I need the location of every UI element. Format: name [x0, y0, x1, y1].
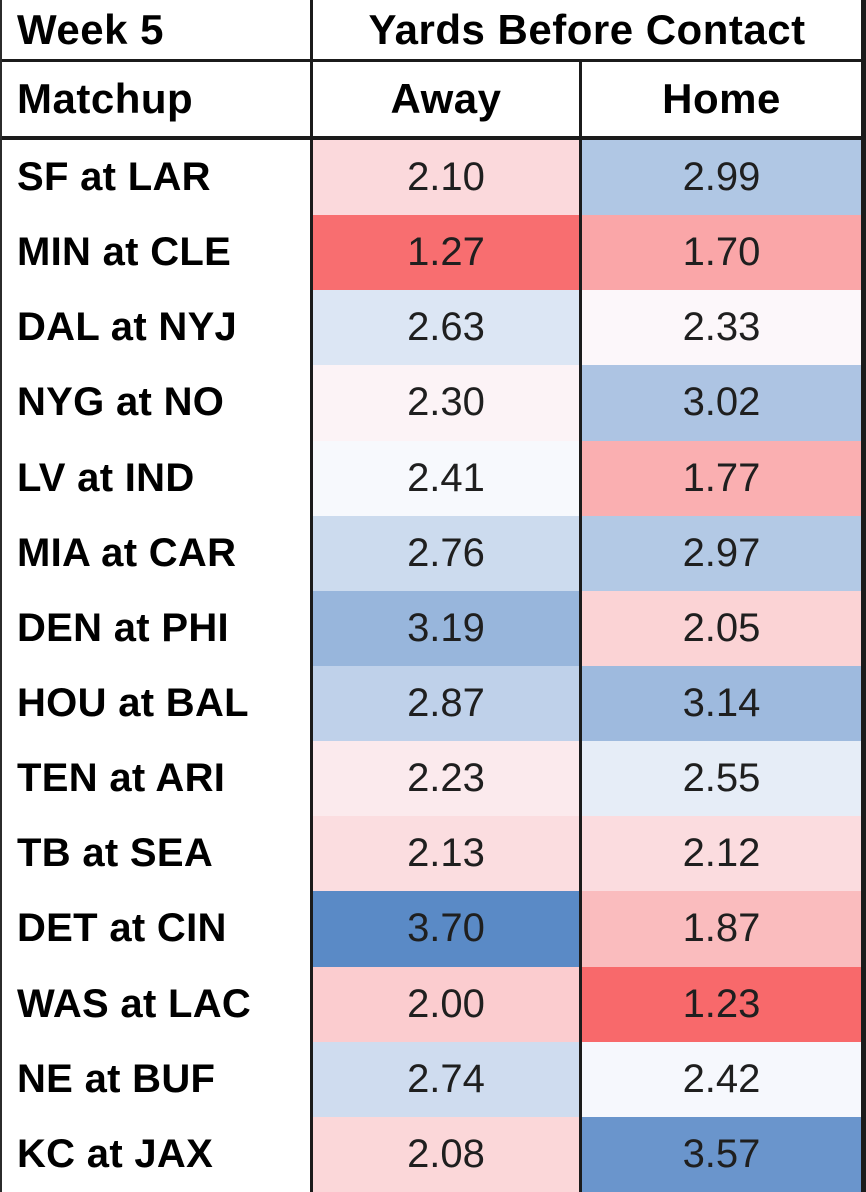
- away-value-cell: 3.19: [313, 590, 582, 666]
- home-value-cell: 1.23: [582, 966, 861, 1042]
- away-value-cell: 2.87: [313, 666, 582, 742]
- home-value-cell: 1.70: [582, 215, 861, 291]
- matchup-cell: MIN at CLE: [2, 215, 313, 291]
- matchup-cell: NE at BUF: [2, 1041, 313, 1117]
- matchup-cell: HOU at BAL: [2, 666, 313, 742]
- home-value-cell: 2.33: [582, 290, 861, 366]
- matchup-cell: LV at IND: [2, 440, 313, 516]
- group-header: Yards Before Contact: [313, 0, 861, 62]
- home-value-cell: 3.57: [582, 1116, 861, 1192]
- away-value-cell: 2.00: [313, 966, 582, 1042]
- column-header-home: Home: [582, 62, 861, 140]
- home-value-cell: 2.99: [582, 140, 861, 216]
- matchup-cell: DEN at PHI: [2, 590, 313, 666]
- home-value-cell: 2.97: [582, 515, 861, 591]
- away-value-cell: 2.63: [313, 290, 582, 366]
- matchup-cell: KC at JAX: [2, 1116, 313, 1192]
- home-value-cell: 3.02: [582, 365, 861, 441]
- matchup-cell: WAS at LAC: [2, 966, 313, 1042]
- matchup-cell: DET at CIN: [2, 891, 313, 967]
- home-value-cell: 3.14: [582, 666, 861, 742]
- away-value-cell: 1.27: [313, 215, 582, 291]
- away-value-cell: 3.70: [313, 891, 582, 967]
- home-value-cell: 2.55: [582, 741, 861, 817]
- matchup-cell: NYG at NO: [2, 365, 313, 441]
- away-value-cell: 2.76: [313, 515, 582, 591]
- away-value-cell: 2.13: [313, 816, 582, 892]
- away-value-cell: 2.10: [313, 140, 582, 216]
- home-value-cell: 1.87: [582, 891, 861, 967]
- matchup-cell: TEN at ARI: [2, 741, 313, 817]
- away-value-cell: 2.74: [313, 1041, 582, 1117]
- matchup-cell: MIA at CAR: [2, 515, 313, 591]
- matchup-cell: TB at SEA: [2, 816, 313, 892]
- column-header-matchup: Matchup: [2, 62, 313, 140]
- away-value-cell: 2.30: [313, 365, 582, 441]
- column-header-away: Away: [313, 62, 582, 140]
- away-value-cell: 2.23: [313, 741, 582, 817]
- home-value-cell: 2.05: [582, 590, 861, 666]
- home-value-cell: 2.12: [582, 816, 861, 892]
- home-value-cell: 1.77: [582, 440, 861, 516]
- matchup-cell: DAL at NYJ: [2, 290, 313, 366]
- home-value-cell: 2.42: [582, 1041, 861, 1117]
- away-value-cell: 2.41: [313, 440, 582, 516]
- week-header: Week 5: [2, 0, 313, 62]
- away-value-cell: 2.08: [313, 1116, 582, 1192]
- matchup-cell: SF at LAR: [2, 140, 313, 216]
